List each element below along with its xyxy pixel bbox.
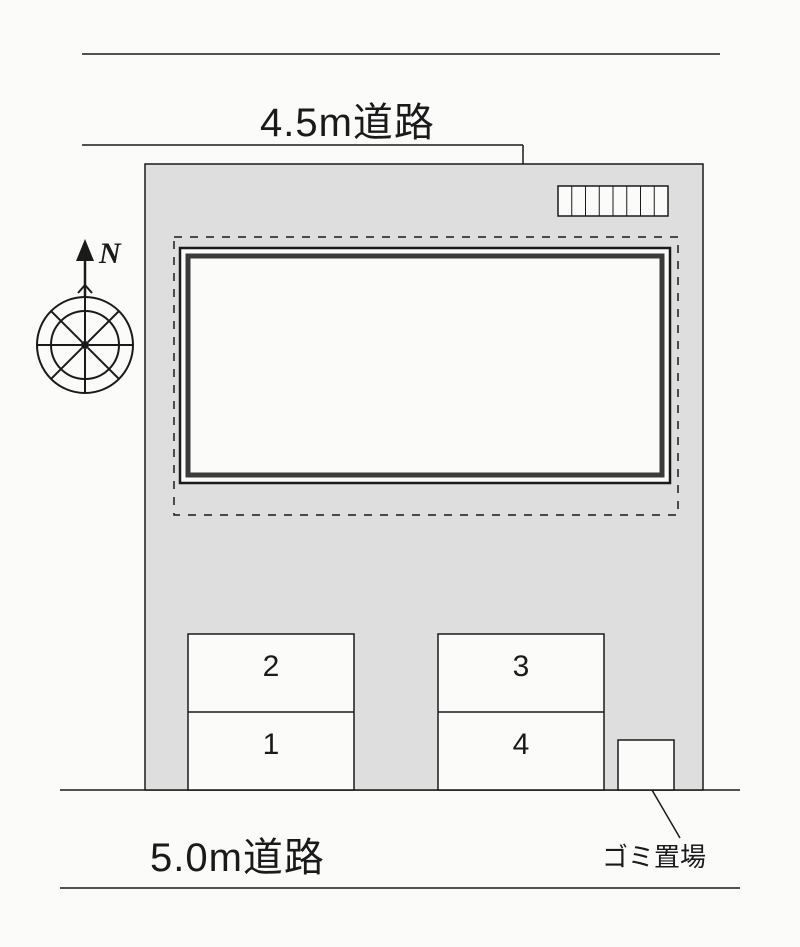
trash-label: ゴミ置場 — [602, 837, 706, 874]
road-label-top: 4.5m道路 — [260, 90, 435, 148]
svg-text:4: 4 — [513, 728, 530, 761]
svg-text:2: 2 — [263, 650, 280, 683]
svg-text:1: 1 — [263, 728, 280, 761]
site-plan-canvas: 2 1 3 4 N 4.5m道路 5.0m道路 ゴミ置場 — [0, 0, 800, 942]
road-label-bottom: 5.0m道路 — [150, 825, 325, 883]
svg-text:3: 3 — [513, 650, 530, 683]
svg-text:N: N — [98, 237, 122, 270]
